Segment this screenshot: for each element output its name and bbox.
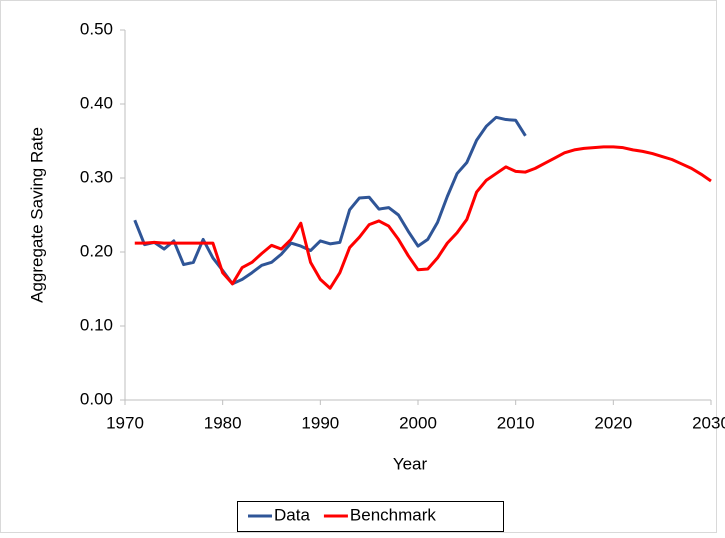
chart-border <box>0 0 717 533</box>
legend-box <box>237 501 504 532</box>
x-axis-title: Year <box>393 454 428 473</box>
y-tick-label: 0.00 <box>80 389 113 408</box>
x-tick-label: 2000 <box>399 413 437 432</box>
x-tick-label: 2030 <box>692 413 725 432</box>
x-tick-label: 1990 <box>301 413 339 432</box>
x-tick-label: 1970 <box>106 413 144 432</box>
y-tick-label: 0.20 <box>80 241 113 260</box>
y-tick-label: 0.40 <box>80 93 113 112</box>
x-tick-label: 2010 <box>497 413 535 432</box>
legend-label: Data <box>274 505 310 524</box>
y-tick-label: 0.10 <box>80 315 113 334</box>
y-tick-label: 0.50 <box>80 19 113 38</box>
x-tick-label: 1980 <box>204 413 242 432</box>
x-tick-label: 2020 <box>594 413 632 432</box>
line-series <box>133 115 527 286</box>
y-tick-label: 0.30 <box>80 167 113 186</box>
legend-label: Benchmark <box>350 505 436 524</box>
line-series <box>134 145 712 290</box>
y-axis-title: Aggregate Saving Rate <box>27 127 46 303</box>
